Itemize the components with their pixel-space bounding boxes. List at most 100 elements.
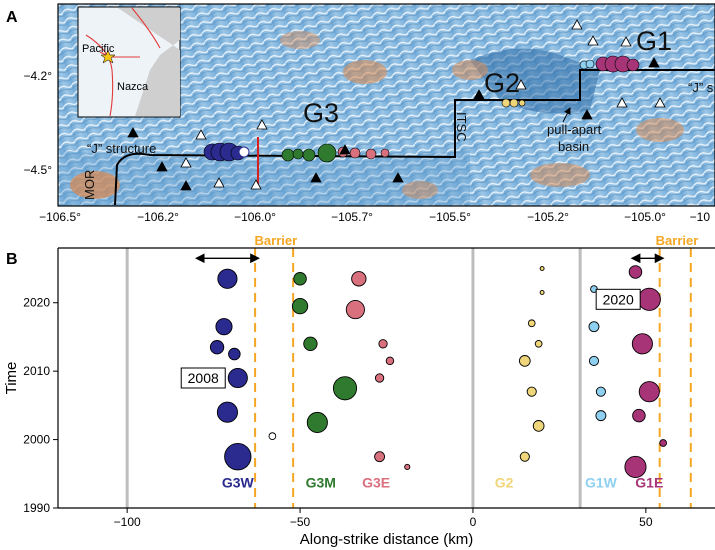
- panel-a-letter: A: [6, 9, 18, 26]
- event-marker: [526, 386, 537, 397]
- event-marker: [378, 339, 388, 349]
- event-marker: [534, 339, 543, 348]
- triangle-marker: [648, 57, 660, 68]
- map-event: [585, 59, 595, 69]
- map-event: [302, 148, 316, 162]
- year-label: 2020: [603, 291, 634, 307]
- year-label: 2008: [188, 370, 219, 386]
- map-y-axis: −4.2° −4.5°: [24, 69, 53, 177]
- triangle-marker: [180, 180, 192, 191]
- event-marker: [227, 367, 248, 389]
- x-tick-label: 50: [639, 515, 653, 529]
- year-label-box: [180, 367, 226, 389]
- seafloor-high: [70, 171, 120, 199]
- itsc-label: ITSC: [454, 112, 469, 142]
- map-x-tick: −105.2°: [527, 210, 569, 224]
- group-label-g3w: G3W: [222, 474, 255, 490]
- triangle-marker: [127, 127, 139, 138]
- event-marker: [209, 340, 225, 355]
- map-event: [626, 58, 640, 72]
- inset-boundary: [85, 34, 114, 117]
- event-marker: [532, 420, 545, 432]
- inset-pacific-label: Pacific: [82, 43, 115, 55]
- event-marker: [632, 408, 646, 423]
- star-icon: [100, 49, 116, 64]
- event-marker: [303, 336, 318, 351]
- map-event: [317, 143, 337, 163]
- inset-boundary: [131, 7, 161, 49]
- triangle-marker: [256, 119, 268, 130]
- event-marker: [215, 318, 233, 336]
- plate-boundary: [114, 69, 715, 206]
- event-marker: [224, 443, 252, 471]
- y-axis-label: Time: [3, 362, 20, 395]
- map-y-tick: −4.2°: [24, 69, 53, 83]
- map-event: [238, 146, 250, 158]
- inset-nazca-label: Nazca: [117, 81, 149, 93]
- map-event: [509, 98, 519, 108]
- map-event: [292, 148, 304, 160]
- j-structure-label-left: “J” structure: [87, 141, 156, 156]
- event-marker: [638, 381, 660, 403]
- map-x-tick: −106.2°: [137, 210, 179, 224]
- event-marker: [519, 451, 530, 462]
- event-marker: [539, 266, 545, 271]
- group-label-g1e: G1E: [635, 474, 663, 490]
- triangle-marker: [587, 35, 599, 46]
- event-marker: [631, 333, 653, 355]
- panel-b-letter: B: [6, 251, 18, 268]
- event-marker: [624, 455, 647, 478]
- map-event: [365, 148, 377, 160]
- map-event: [380, 148, 390, 158]
- cluster-label-g2: G2: [484, 68, 520, 98]
- map-x-tick: −105.7°: [331, 210, 373, 224]
- triangle-marker: [195, 129, 207, 140]
- triangle-marker: [620, 36, 632, 47]
- group-label-g1w: G1W: [585, 474, 618, 490]
- y-tick-label: 1990: [23, 501, 50, 515]
- map-x-tick: −105.0°: [624, 210, 666, 224]
- triangle-marker: [339, 144, 351, 155]
- triangle-marker: [581, 109, 593, 120]
- event-marker: [228, 347, 241, 361]
- map-event: [518, 99, 526, 107]
- map-x-tick: −10: [690, 210, 711, 224]
- event-marker: [637, 287, 661, 311]
- inset-map: Pacific Nazca: [77, 6, 181, 118]
- triangle-marker: [180, 157, 192, 168]
- pull-apart-label-2: basin: [558, 139, 589, 154]
- triangle-marker: [616, 97, 628, 108]
- event-marker: [385, 356, 395, 366]
- map-x-tick: −106.0°: [234, 210, 276, 224]
- pull-apart-basin-area: [470, 48, 600, 114]
- map-event: [501, 98, 511, 108]
- barrier-label-left: Barrier: [255, 233, 298, 248]
- y-tick-label: 2000: [23, 433, 50, 447]
- x-tick-label: −100: [114, 515, 141, 529]
- barrier-label-right: Barrier: [656, 233, 699, 248]
- y-tick-label: 2010: [23, 364, 50, 378]
- event-marker: [595, 410, 607, 422]
- event-marker: [332, 376, 358, 401]
- event-marker: [595, 386, 606, 397]
- pull-apart-arrow: [562, 107, 571, 123]
- x-tick-label: −50: [290, 515, 311, 529]
- cluster-label-g1: G1: [636, 26, 672, 56]
- triangle-marker: [250, 179, 262, 190]
- map-event: [349, 147, 361, 159]
- pull-apart-label-1: pull-apart: [547, 122, 602, 137]
- event-marker: [527, 319, 536, 328]
- event-marker: [628, 265, 643, 279]
- event-marker: [217, 268, 238, 289]
- map-triangles: [127, 19, 666, 191]
- event-marker: [345, 300, 365, 320]
- event-marker: [539, 290, 545, 295]
- triangle-marker: [473, 89, 485, 100]
- event-marker: [404, 463, 411, 470]
- event-marker: [268, 432, 277, 441]
- event-marker: [291, 298, 309, 315]
- triangle-marker: [392, 172, 404, 183]
- map-panel: G1 G2 G3 “J” structure “J” s pull-apart …: [58, 4, 715, 206]
- seafloor-high: [530, 163, 590, 187]
- event-marker: [659, 439, 667, 447]
